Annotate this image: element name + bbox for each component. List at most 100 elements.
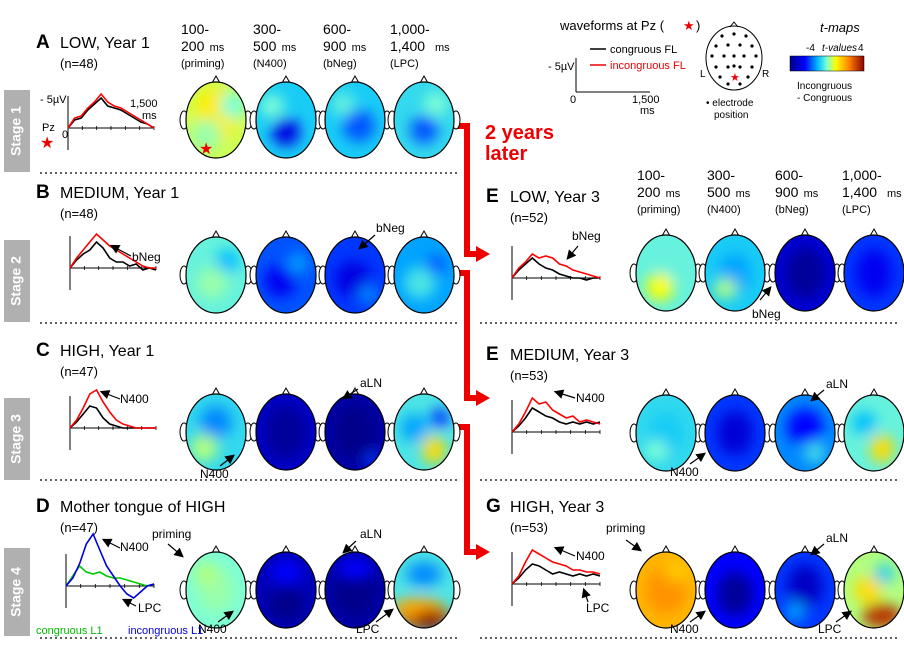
- contrast-line-2: - Congruous: [797, 93, 852, 104]
- panelA-electrode: Pz: [42, 122, 55, 134]
- window-component: (N400): [707, 204, 741, 216]
- annotation-LPC-map: LPC: [818, 622, 842, 636]
- topomap: [318, 74, 392, 159]
- topomap: [387, 386, 461, 471]
- annotation-aLN: aLN: [826, 531, 848, 545]
- topomap: [318, 386, 392, 471]
- panel-G: G HIGH, Year 3(n=53)N400LPCprimingN400aLN…: [486, 496, 904, 636]
- topomap: [387, 544, 461, 629]
- stage-label: Stage 2: [8, 256, 24, 306]
- topomap: [249, 386, 323, 471]
- panel-n: (n=53): [510, 368, 548, 383]
- l1-incongruous: incongruous L1: [128, 625, 203, 637]
- annotation-bNeg-map: bNeg: [752, 307, 781, 321]
- panel-title: LOW, Year 3: [510, 189, 600, 206]
- panel-title: Mother tongue of HIGH: [60, 499, 225, 516]
- topomap: [249, 74, 323, 159]
- topomap: [387, 229, 461, 314]
- electrode-right-label: R: [762, 69, 769, 80]
- topomap: [387, 74, 461, 159]
- waveform-congruous-l1: [65, 564, 155, 587]
- annotation-aLN: aLN: [360, 376, 382, 390]
- window-end: 200: [181, 38, 205, 54]
- stage-label: Stage 1: [8, 106, 24, 156]
- waveform-legend: waveforms at Pz ( ★ ) - 5µV congruous FL…: [548, 18, 700, 117]
- legend-scale: - 5µV: [548, 61, 575, 73]
- topomap: [629, 387, 703, 472]
- legend-x-start: 0: [570, 94, 576, 106]
- window-end: 200: [637, 184, 661, 200]
- window-unit: ms: [804, 188, 819, 200]
- annotation-priming: priming: [606, 521, 645, 535]
- tval-min: -4: [806, 43, 815, 54]
- topomap: [179, 386, 253, 471]
- panel-letter: B: [36, 182, 50, 203]
- annotation-bNeg: bNeg: [572, 229, 601, 243]
- topomap: [249, 544, 323, 629]
- time-window-header-left: 100-200 ms (priming) 300-500 ms (N400) 600-900…: [181, 21, 450, 70]
- panel-title: MEDIUM, Year 3: [510, 347, 629, 364]
- stage-bar: [4, 240, 30, 322]
- legend-x-unit: ms: [640, 105, 655, 117]
- pz-star-icon: ★: [199, 141, 213, 158]
- panel-title: LOW, Year 1: [60, 35, 150, 52]
- stage-label: Stage 3: [8, 414, 24, 464]
- waveform-incongruous: [67, 92, 155, 129]
- panel-title: MEDIUM, Year 1: [60, 185, 179, 202]
- panel-D: D Mother tongue of HIGH (n=47) N400 LPC primi…: [36, 496, 461, 636]
- topomap: [179, 74, 253, 159]
- panel-letter: A: [36, 32, 50, 53]
- legend-x-end: 1,500: [632, 94, 660, 106]
- waveforms-title-end: ): [696, 18, 700, 33]
- window-unit: ms: [282, 42, 297, 54]
- tval-label: t-values: [822, 43, 857, 54]
- window-start: 1,000-: [842, 167, 882, 183]
- waveform-incongruous: [511, 396, 601, 433]
- window-start: 1,000-: [390, 21, 430, 37]
- topomap: [698, 227, 772, 312]
- waveform-incongruous: [511, 252, 601, 279]
- annotation-N400: N400: [576, 391, 605, 405]
- waveform-incongruous: [69, 388, 156, 429]
- window-start: 100-: [637, 167, 665, 183]
- topomap: [837, 544, 904, 629]
- stage-bar: [4, 90, 30, 172]
- window-end: 500: [253, 38, 277, 54]
- topomap: [179, 229, 253, 314]
- window-component: (priming): [637, 204, 680, 216]
- pz-star-icon: ★: [730, 72, 740, 84]
- topomap: [629, 544, 703, 629]
- window-start: 100-: [181, 21, 209, 37]
- panel-letter: E: [486, 186, 499, 207]
- window-component: (priming): [181, 58, 224, 70]
- window-unit: ms: [666, 188, 681, 200]
- electrode-caption-2: position: [714, 110, 748, 121]
- window-start: 300-: [707, 167, 735, 183]
- stage-bar: [4, 548, 30, 636]
- topomap: [768, 227, 842, 312]
- annotation-LPC-map: LPC: [356, 622, 380, 636]
- stage-label: Stage 4: [8, 567, 24, 617]
- panel-letter: G: [486, 496, 501, 517]
- annotation-N400-map: N400: [670, 465, 699, 479]
- topomap: [837, 387, 904, 472]
- panel-n: (n=52): [510, 210, 548, 225]
- panel-n: (n=47): [60, 520, 98, 535]
- topomap: [629, 227, 703, 312]
- annotation-N400-map: N400: [198, 622, 227, 636]
- panel-n: (n=48): [60, 56, 98, 71]
- panel-n: (n=48): [60, 206, 98, 221]
- window-start: 600-: [775, 167, 803, 183]
- l1-legend: congruous L1 incongruous L1: [36, 625, 203, 637]
- panel-letter: C: [36, 340, 50, 361]
- window-component: (LPC): [842, 204, 871, 216]
- window-end: 500: [707, 184, 731, 200]
- annotation-LPC: LPC: [138, 601, 162, 615]
- topomap: [318, 229, 392, 314]
- annotation-LPC: LPC: [586, 601, 610, 615]
- annotation-N400-map: N400: [670, 622, 699, 636]
- panel-letter: E: [486, 344, 499, 365]
- transition-arrows: [455, 123, 478, 555]
